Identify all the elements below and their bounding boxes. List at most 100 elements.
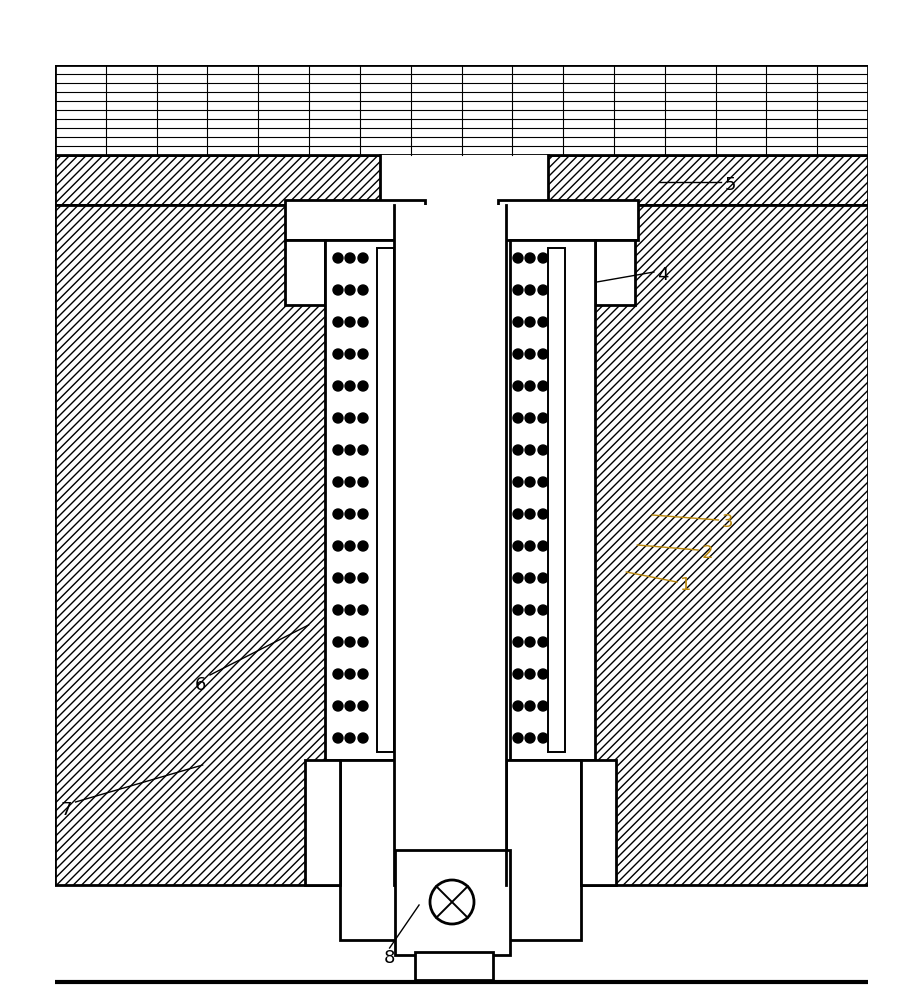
Circle shape: [333, 285, 343, 295]
Bar: [325, 240, 410, 760]
Circle shape: [525, 541, 535, 551]
Circle shape: [513, 349, 523, 359]
Circle shape: [513, 477, 523, 487]
Bar: [415, 952, 493, 980]
Circle shape: [345, 669, 355, 679]
Circle shape: [525, 637, 535, 647]
Circle shape: [358, 381, 368, 391]
Circle shape: [333, 381, 343, 391]
Circle shape: [345, 637, 355, 647]
Circle shape: [538, 669, 548, 679]
Circle shape: [538, 317, 548, 327]
Circle shape: [538, 701, 548, 711]
Bar: [55, 155, 868, 205]
Circle shape: [333, 669, 343, 679]
Bar: [305, 760, 340, 885]
Circle shape: [525, 317, 535, 327]
Circle shape: [538, 605, 548, 615]
Circle shape: [538, 477, 548, 487]
Circle shape: [333, 477, 343, 487]
Circle shape: [358, 509, 368, 519]
Bar: [340, 760, 415, 940]
Circle shape: [525, 605, 535, 615]
Circle shape: [333, 413, 343, 423]
Circle shape: [525, 477, 535, 487]
Bar: [581, 760, 616, 885]
Text: 8: 8: [384, 949, 395, 967]
Circle shape: [538, 733, 548, 743]
Circle shape: [525, 701, 535, 711]
Circle shape: [525, 733, 535, 743]
Circle shape: [333, 701, 343, 711]
Circle shape: [333, 573, 343, 583]
Circle shape: [358, 349, 368, 359]
Circle shape: [358, 285, 368, 295]
Circle shape: [513, 381, 523, 391]
Circle shape: [358, 605, 368, 615]
Text: 5: 5: [725, 176, 736, 194]
Bar: [395, 850, 510, 955]
Bar: [868, 0, 921, 1000]
Circle shape: [538, 541, 548, 551]
Circle shape: [538, 573, 548, 583]
Bar: [380, 155, 548, 205]
Bar: [0, 0, 55, 1000]
Circle shape: [538, 253, 548, 263]
Circle shape: [525, 253, 535, 263]
Circle shape: [513, 317, 523, 327]
Circle shape: [513, 733, 523, 743]
Circle shape: [358, 701, 368, 711]
Circle shape: [345, 573, 355, 583]
Bar: [380, 205, 548, 885]
Text: 4: 4: [658, 266, 669, 284]
Circle shape: [538, 413, 548, 423]
Bar: [377, 248, 394, 752]
Bar: [55, 65, 868, 155]
Circle shape: [525, 669, 535, 679]
Bar: [595, 240, 635, 305]
Circle shape: [345, 445, 355, 455]
Bar: [498, 200, 638, 240]
Bar: [506, 760, 581, 940]
Circle shape: [358, 445, 368, 455]
Circle shape: [345, 701, 355, 711]
Circle shape: [333, 637, 343, 647]
Circle shape: [538, 445, 548, 455]
Circle shape: [333, 253, 343, 263]
Circle shape: [513, 541, 523, 551]
Circle shape: [513, 509, 523, 519]
Bar: [548, 205, 868, 885]
Circle shape: [513, 253, 523, 263]
Circle shape: [513, 413, 523, 423]
Circle shape: [513, 637, 523, 647]
Circle shape: [333, 733, 343, 743]
Circle shape: [345, 733, 355, 743]
Circle shape: [513, 573, 523, 583]
Circle shape: [345, 285, 355, 295]
Circle shape: [538, 637, 548, 647]
Circle shape: [525, 285, 535, 295]
Circle shape: [525, 509, 535, 519]
Circle shape: [333, 509, 343, 519]
Circle shape: [345, 413, 355, 423]
Bar: [285, 240, 325, 305]
Circle shape: [345, 381, 355, 391]
Circle shape: [513, 701, 523, 711]
Bar: [0, 0, 921, 65]
Circle shape: [345, 253, 355, 263]
Circle shape: [513, 605, 523, 615]
Circle shape: [345, 509, 355, 519]
Circle shape: [333, 317, 343, 327]
Circle shape: [538, 285, 548, 295]
Bar: [548, 248, 565, 752]
Circle shape: [333, 541, 343, 551]
Circle shape: [345, 605, 355, 615]
Circle shape: [538, 349, 548, 359]
Circle shape: [358, 573, 368, 583]
Bar: [55, 205, 380, 885]
Circle shape: [525, 381, 535, 391]
Text: 3: 3: [722, 513, 733, 531]
Circle shape: [513, 285, 523, 295]
Bar: [285, 200, 425, 240]
Circle shape: [358, 253, 368, 263]
